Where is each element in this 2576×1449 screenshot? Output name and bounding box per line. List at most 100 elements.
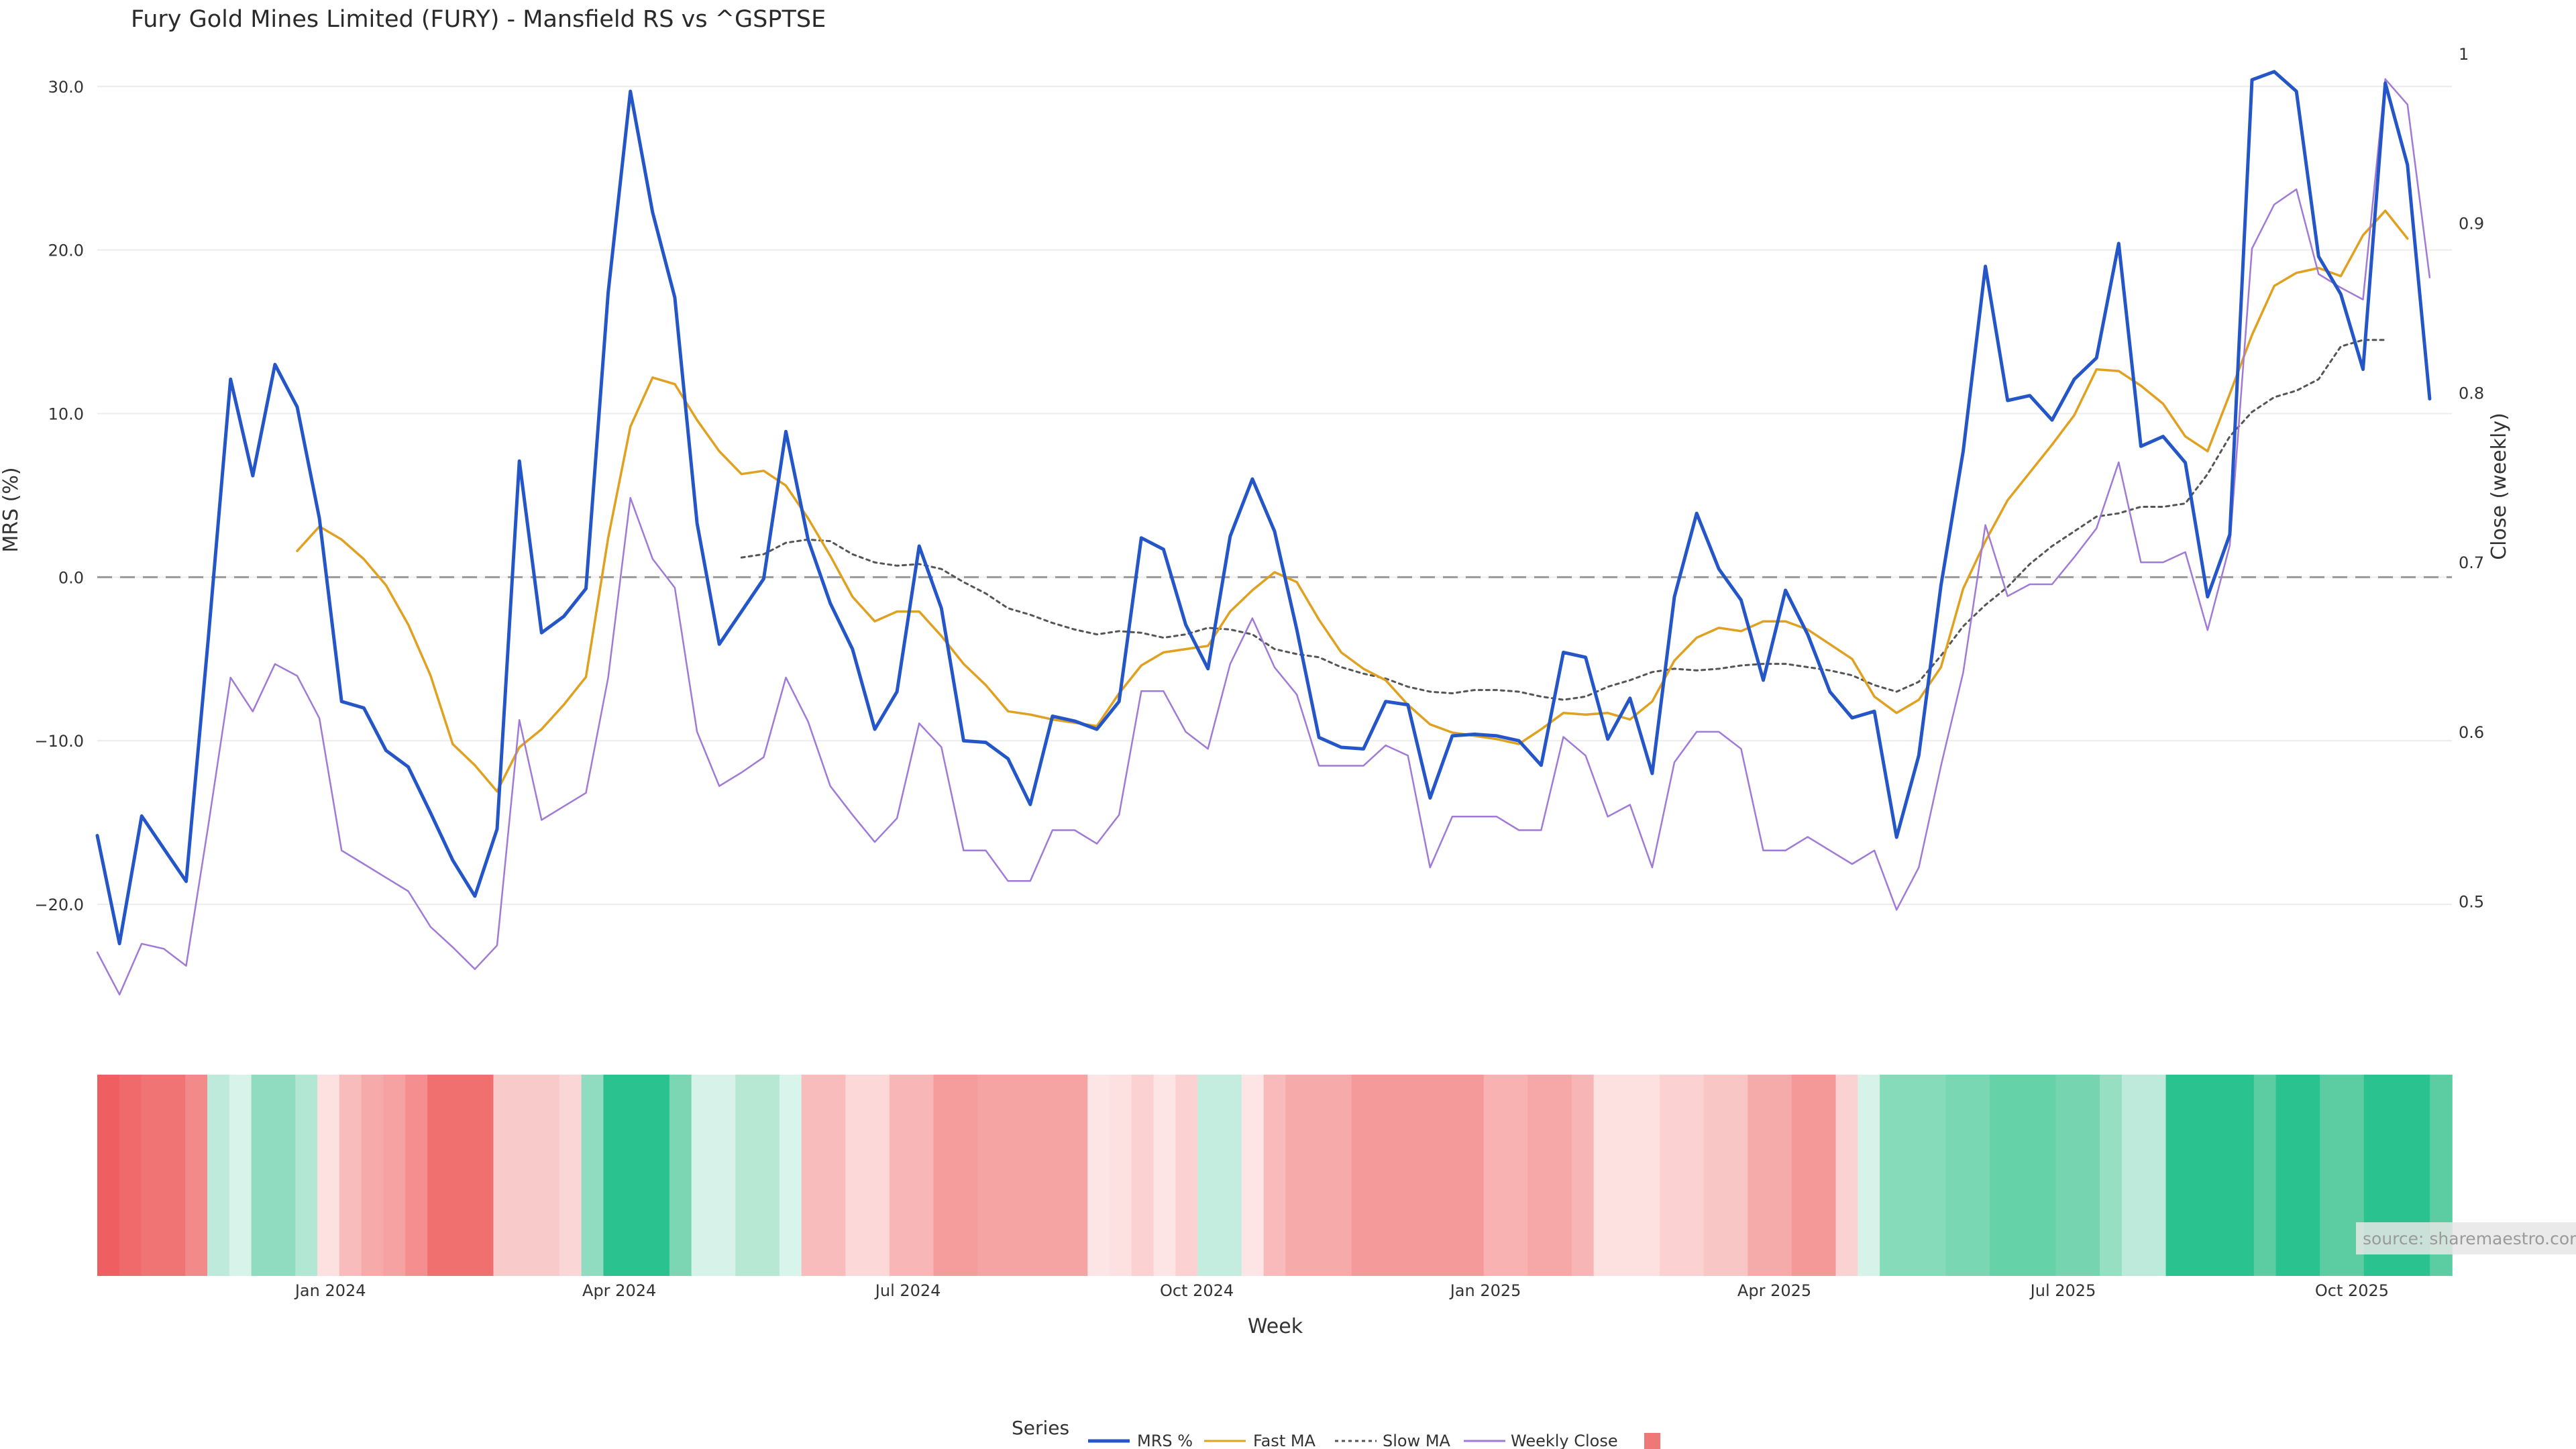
x-tick-label: Oct 2025: [2315, 1281, 2389, 1300]
heat-cell: [867, 1075, 890, 1276]
heat-cell: [625, 1075, 648, 1276]
heat-cell: [1681, 1075, 1705, 1276]
heat-cell: [581, 1075, 604, 1276]
heat-cell: [1505, 1075, 1529, 1276]
heat-cell: [185, 1075, 208, 1276]
heat-cell: [955, 1075, 978, 1276]
heat-cell: [119, 1075, 142, 1276]
heat-cell: [2033, 1075, 2057, 1276]
heat-cell: [603, 1075, 627, 1276]
legend-label-weekly-close: Weekly Close: [1511, 1432, 1618, 1449]
heat-cell: [669, 1075, 692, 1276]
heat-cell: [361, 1075, 384, 1276]
heat-cell: [911, 1075, 934, 1276]
y-left-tick-label: −20.0: [34, 896, 84, 914]
heat-cell: [405, 1075, 428, 1276]
right-axis-ticks: 1 0.9 0.8 0.7 0.6 0.5: [2459, 45, 2484, 912]
heat-cell: [1417, 1075, 1440, 1276]
heat-cell: [1131, 1075, 1155, 1276]
heat-cell: [1968, 1075, 1990, 1276]
y-left-tick-label: −10.0: [34, 732, 84, 751]
source-note-box: [2356, 1222, 2576, 1254]
heat-cell: [1307, 1075, 1330, 1276]
heat-cell: [977, 1075, 1000, 1276]
heat-cell: [2143, 1075, 2167, 1276]
heat-cell: [1065, 1075, 1088, 1276]
heat-cell: [1285, 1075, 1308, 1276]
heat-cell: [2210, 1075, 2233, 1276]
heat-cell: [1263, 1075, 1287, 1276]
heat-cell: [2320, 1075, 2343, 1276]
legend-swatch-heat: [1644, 1433, 1660, 1449]
legend: Series MRS % Fast MA Slow MA Weekly Clos…: [1012, 1417, 1660, 1449]
x-tick-label: Jan 2025: [1449, 1281, 1521, 1300]
heat-cell: [1440, 1075, 1462, 1276]
heat-cell: [2165, 1075, 2189, 1276]
heat-cell: [449, 1075, 472, 1276]
heat-cell: [1483, 1075, 1507, 1276]
heat-cell: [2231, 1075, 2255, 1276]
y-right-tick-label: 0.5: [2459, 893, 2484, 912]
heat-cell: [647, 1075, 670, 1276]
legend-item-weekly-close[interactable]: Weekly Close: [1464, 1432, 1618, 1449]
heat-cell: [2298, 1075, 2320, 1276]
heat-cell: [1990, 1075, 2012, 1276]
heat-cell: [207, 1075, 230, 1276]
x-axis-title: Week: [1248, 1315, 1303, 1338]
legend-item-mrs[interactable]: MRS %: [1088, 1432, 1193, 1449]
heat-cell: [1395, 1075, 1419, 1276]
y-right-axis-title: Close (weekly): [2487, 413, 2511, 560]
heat-cell: [1791, 1075, 1815, 1276]
x-axis-ticks: Jan 2024 Apr 2024 Jul 2024 Oct 2024 Jan 2025…: [294, 1281, 2389, 1300]
heat-cell: [1593, 1075, 1617, 1276]
legend-item-fast-ma[interactable]: Fast MA: [1204, 1432, 1316, 1449]
heat-cell: [1527, 1075, 1550, 1276]
heat-cell: [295, 1075, 318, 1276]
heat-cell: [1043, 1075, 1067, 1276]
heat-cell: [317, 1075, 340, 1276]
legend-label-mrs: MRS %: [1137, 1432, 1193, 1449]
y-right-tick-label: 0.7: [2459, 553, 2484, 572]
heat-cell: [1175, 1075, 1198, 1276]
fast-ma-line: [296, 209, 2409, 793]
heat-cell: [1241, 1075, 1265, 1276]
heat-cell: [1923, 1075, 1947, 1276]
x-tick-label: Apr 2024: [582, 1281, 656, 1300]
heat-cell: [559, 1075, 582, 1276]
heat-cell: [383, 1075, 407, 1276]
heat-cell: [713, 1075, 737, 1276]
heat-cell: [1748, 1075, 1770, 1276]
heat-cell: [2275, 1075, 2299, 1276]
legend-item-slow-ma[interactable]: Slow MA: [1335, 1432, 1451, 1449]
heat-cell: [1813, 1075, 1837, 1276]
heat-cell: [1615, 1075, 1639, 1276]
y-left-tick-label: 20.0: [48, 241, 84, 260]
heat-cell: [471, 1075, 494, 1276]
x-tick-label: Jan 2024: [294, 1281, 366, 1300]
y-right-tick-label: 0.8: [2459, 384, 2484, 402]
heat-cell: [845, 1075, 868, 1276]
slow-ma-line: [740, 339, 2387, 701]
heat-cell: [1109, 1075, 1132, 1276]
heat-cell: [339, 1075, 362, 1276]
legend-item-heat[interactable]: [1644, 1433, 1660, 1449]
heat-cell: [801, 1075, 824, 1276]
heat-cell: [1153, 1075, 1177, 1276]
heat-cell: [1945, 1075, 1969, 1276]
mrs-line: [95, 70, 2432, 946]
heat-cell: [1087, 1075, 1110, 1276]
heat-cell: [427, 1075, 450, 1276]
y-right-tick-label: 0.9: [2459, 215, 2484, 233]
heat-cell: [515, 1075, 538, 1276]
source-note-text: source: sharemaestro.com: [2363, 1229, 2576, 1248]
heat-cell: [691, 1075, 714, 1276]
heat-cell: [1770, 1075, 1792, 1276]
heat-cell: [1021, 1075, 1044, 1276]
y-left-tick-label: 30.0: [48, 78, 84, 97]
heat-cell: [1858, 1075, 1880, 1276]
x-tick-label: Jul 2024: [874, 1281, 941, 1300]
left-axis-ticks: 30.0 20.0 10.0 0.0 −10.0 −20.0: [34, 78, 84, 914]
heat-cell: [273, 1075, 297, 1276]
y-right-tick-label: 0.6: [2459, 723, 2484, 742]
heat-cell: [1571, 1075, 1595, 1276]
